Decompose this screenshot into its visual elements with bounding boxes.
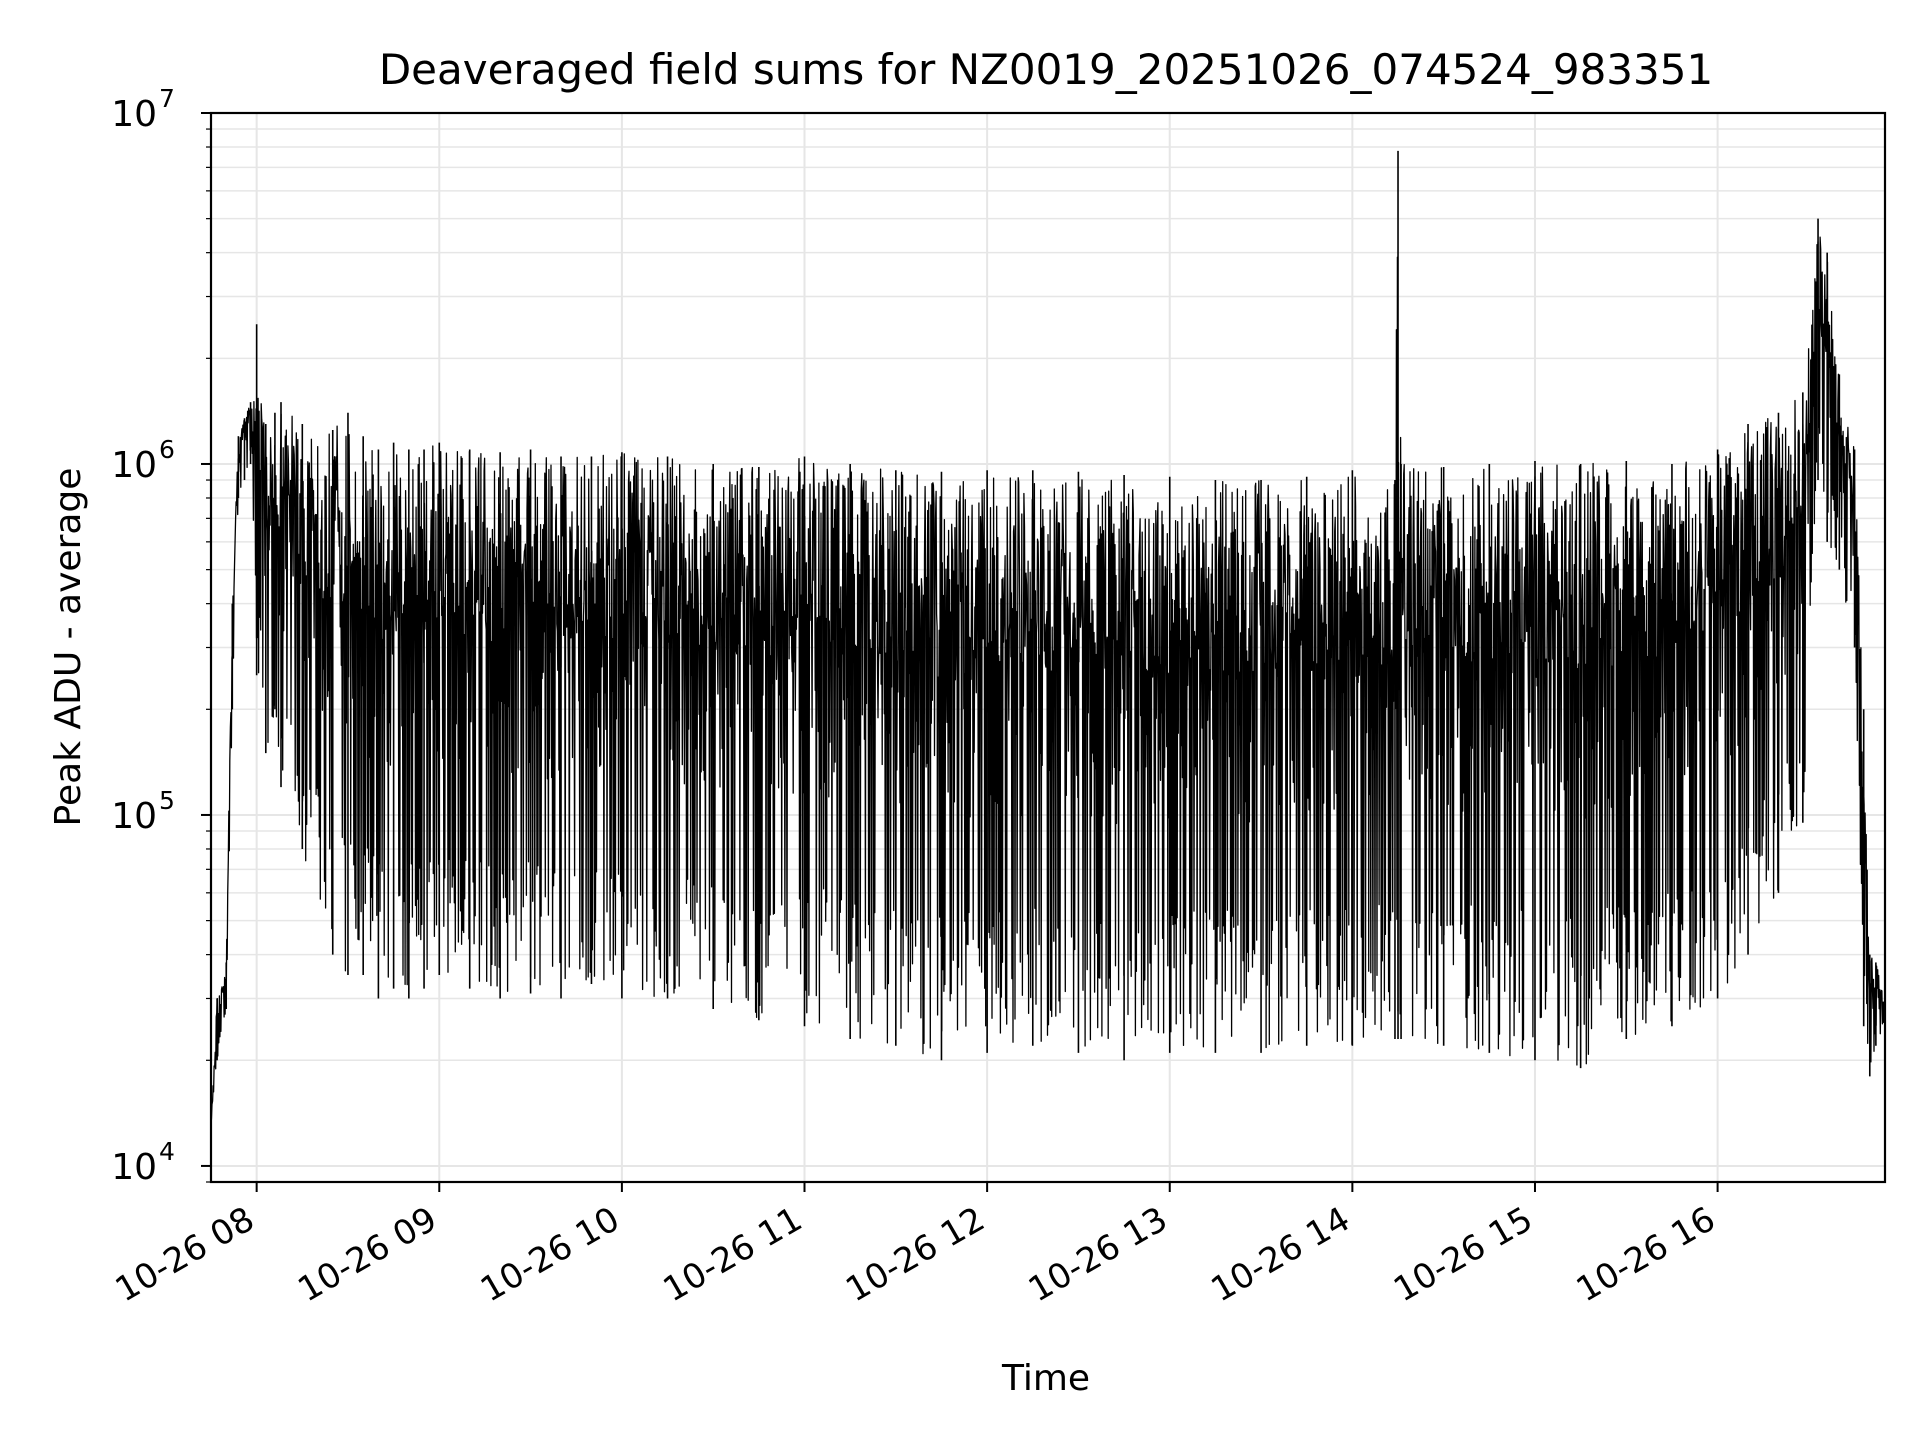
y-tick-label-exponent: 6	[159, 435, 175, 464]
y-axis-label: Peak ADU - average	[48, 468, 89, 827]
y-tick-label: 10	[111, 1147, 157, 1188]
y-tick-label: 10	[111, 445, 157, 486]
y-tick-label-exponent: 7	[159, 84, 175, 113]
data-series-line	[210, 236, 1886, 1126]
y-tick-label-exponent: 5	[159, 786, 175, 815]
chart-title: Deaveraged field sums for NZ0019_2025102…	[379, 45, 1713, 94]
data-layer	[210, 150, 1886, 1126]
y-tick-label-exponent: 4	[159, 1137, 175, 1166]
y-tick-label: 10	[111, 796, 157, 837]
x-axis-label: Time	[1001, 1358, 1090, 1399]
y-tick-label: 10	[111, 94, 157, 135]
